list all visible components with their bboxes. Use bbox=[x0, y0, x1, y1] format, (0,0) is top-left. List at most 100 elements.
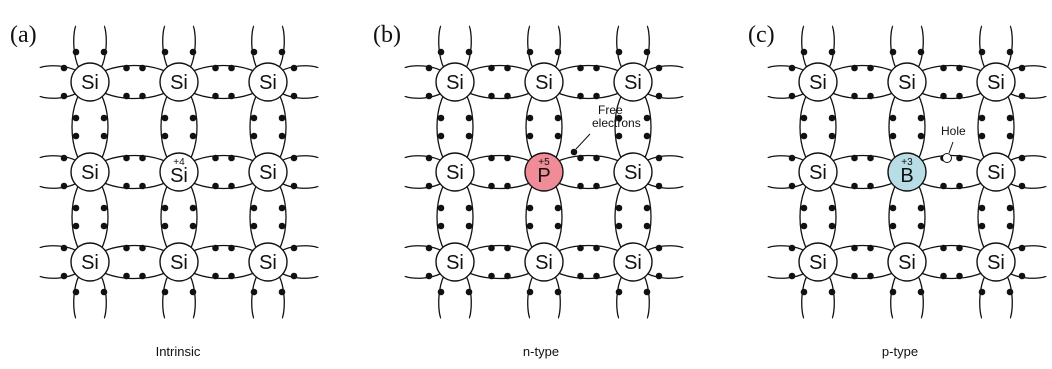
atom-circle bbox=[798, 242, 838, 282]
bond-electron bbox=[72, 48, 80, 56]
bond-electron bbox=[189, 114, 197, 122]
bond-electron bbox=[189, 48, 197, 56]
bond-electron bbox=[60, 64, 68, 72]
bond-electron bbox=[139, 272, 146, 280]
bond-electron bbox=[212, 92, 219, 100]
bond-electron bbox=[851, 154, 858, 162]
bond-electron bbox=[437, 114, 445, 122]
silicon-atom: Si bbox=[976, 152, 1016, 192]
bond-electron bbox=[465, 48, 473, 56]
bond-electron bbox=[593, 182, 600, 190]
bond-electron bbox=[1018, 182, 1026, 190]
atom-symbol: Si bbox=[987, 252, 1005, 274]
bond-electron bbox=[526, 48, 534, 56]
bond-electron bbox=[615, 204, 623, 212]
bond-electron bbox=[577, 272, 584, 280]
silicon-atom: Si bbox=[70, 242, 110, 282]
bond-electron bbox=[425, 272, 433, 280]
bond-electron bbox=[956, 272, 963, 280]
atom-symbol: Si bbox=[987, 162, 1005, 184]
bond-electron bbox=[488, 64, 495, 72]
bond-electron bbox=[161, 222, 169, 230]
bond-electron bbox=[526, 114, 534, 122]
bond-electron bbox=[139, 182, 146, 190]
bond-electron bbox=[139, 92, 146, 100]
bond-electron bbox=[437, 204, 445, 212]
bond-electron bbox=[212, 182, 219, 190]
bond-electron bbox=[161, 48, 169, 56]
bond-electron bbox=[851, 272, 858, 280]
silicon-atom: Si bbox=[159, 62, 199, 102]
bond-electron bbox=[526, 204, 534, 212]
bond-electron bbox=[917, 288, 925, 296]
panel-label: (b) bbox=[373, 22, 401, 48]
bond-electron bbox=[956, 244, 963, 252]
bond-electron bbox=[1006, 132, 1014, 140]
atom-symbol: P bbox=[537, 165, 550, 187]
panel-label: (a) bbox=[10, 22, 37, 48]
bond-electron bbox=[250, 48, 258, 56]
bond-electron bbox=[504, 182, 511, 190]
bond-electron bbox=[940, 92, 947, 100]
bond-electron bbox=[290, 182, 298, 190]
bond-electron bbox=[504, 272, 511, 280]
bond-electron bbox=[615, 48, 623, 56]
bond-electron bbox=[189, 204, 197, 212]
bond-electron bbox=[828, 204, 836, 212]
atom-circle bbox=[613, 62, 653, 102]
bond-electron bbox=[655, 244, 663, 252]
bond-electron bbox=[290, 92, 298, 100]
bond-electron bbox=[800, 48, 808, 56]
bond-electron bbox=[72, 132, 80, 140]
bond-electron bbox=[100, 48, 108, 56]
bond-electron bbox=[1018, 244, 1026, 252]
atom-circle bbox=[798, 152, 838, 192]
bond-electron bbox=[100, 132, 108, 140]
bond-electron bbox=[889, 48, 897, 56]
bond-electron bbox=[828, 114, 836, 122]
bond-electron bbox=[889, 288, 897, 296]
atom-symbol: B bbox=[900, 165, 913, 187]
atom-circle bbox=[524, 152, 564, 192]
bond-electron bbox=[800, 114, 808, 122]
bond-electron bbox=[425, 244, 433, 252]
atom-symbol: Si bbox=[259, 162, 277, 184]
atom-circle bbox=[613, 152, 653, 192]
atom-symbol: Si bbox=[81, 252, 99, 274]
atom-symbol: Si bbox=[446, 72, 464, 94]
bond-electron bbox=[956, 182, 963, 190]
bond-electron bbox=[577, 182, 584, 190]
atom-symbol: Si bbox=[259, 252, 277, 274]
bond-electron bbox=[437, 222, 445, 230]
silicon-atom: Si bbox=[524, 62, 564, 102]
bond-electron bbox=[1018, 272, 1026, 280]
bond-electron bbox=[851, 92, 858, 100]
bond-electron bbox=[655, 64, 663, 72]
silicon-atom: Si bbox=[798, 62, 838, 102]
atom-circle bbox=[248, 62, 288, 102]
bond-electron bbox=[940, 182, 947, 190]
atom-symbol: Si bbox=[259, 72, 277, 94]
atom-circle bbox=[435, 152, 475, 192]
bond-electron bbox=[577, 92, 584, 100]
bond-electron bbox=[72, 204, 80, 212]
free-electron-dot bbox=[570, 148, 578, 156]
bond-electron bbox=[956, 92, 963, 100]
bond-electron bbox=[554, 222, 562, 230]
bond-electron bbox=[917, 204, 925, 212]
bond-electron bbox=[60, 272, 68, 280]
bond-electron bbox=[788, 272, 796, 280]
bond-electron bbox=[788, 154, 796, 162]
bond-electron bbox=[788, 182, 796, 190]
silicon-atom: Si bbox=[159, 242, 199, 282]
bond-electron bbox=[978, 114, 986, 122]
atom-circle bbox=[798, 62, 838, 102]
bond-electron bbox=[161, 204, 169, 212]
atom-charge: +3 bbox=[901, 157, 913, 168]
atom-charge: +4 bbox=[173, 157, 185, 168]
bond-electron bbox=[577, 244, 584, 252]
bond-electron bbox=[437, 288, 445, 296]
bond-electron bbox=[60, 154, 68, 162]
